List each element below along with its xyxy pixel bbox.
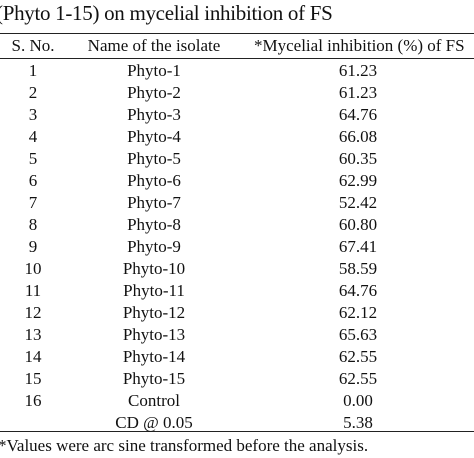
table-header-row: S. No. Name of the isolate *Mycelial inh… [0,34,474,58]
table-row: 13 Phyto-13 65.63 [0,324,474,346]
serial-number-cell: 3 [28,105,38,124]
table-row: 8 Phyto-8 60.80 [0,214,474,236]
serial-number-cell: 9 [28,237,38,256]
isolate-name-cell: Phyto-10 [122,259,186,278]
isolate-name-cell: Phyto-11 [123,281,185,300]
inhibition-value-cell: 67.41 [338,237,378,256]
table-row: 9 Phyto-9 67.41 [0,236,474,258]
inhibition-value-cell: 60.80 [338,215,378,234]
inhibition-value-cell: 62.55 [338,369,378,388]
table-top-rule [0,33,474,34]
inhibition-value-cell: 61.23 [338,61,378,80]
inhibition-value-cell: 62.99 [338,171,378,190]
isolate-name-cell: Phyto-8 [127,215,181,234]
serial-number-cell: 10 [24,259,42,278]
table-row: 6 Phyto-6 62.99 [0,170,474,192]
table-caption: (Phyto 1-15) on mycelial inhibition of F… [0,1,333,25]
table-footnote: *Values were arc sine transformed before… [0,436,369,455]
mycelial-inhibition-table: S. No. Name of the isolate *Mycelial inh… [0,34,474,434]
inhibition-value-cell: 62.55 [338,347,378,366]
isolate-name-cell: Phyto-6 [127,171,181,190]
inhibition-value-cell: 58.59 [338,259,378,278]
isolate-name-cell: Phyto-14 [122,347,186,366]
table-row: 14 Phyto-14 62.55 [0,346,474,368]
serial-number-cell: 7 [28,193,38,212]
serial-number-cell: 15 [24,369,42,388]
isolate-name-cell: Phyto-9 [127,237,181,256]
isolate-name-cell: CD @ 0.05 [115,413,193,432]
isolate-name-cell: Phyto-3 [127,105,181,124]
inhibition-value-cell: 66.08 [338,127,378,146]
table-row: CD @ 0.05 5.38 [0,412,474,434]
serial-number-cell: 14 [24,347,42,366]
isolate-name-cell: Phyto-7 [127,193,181,212]
inhibition-value-cell: 64.76 [338,281,378,300]
table-row: 2 Phyto-2 61.23 [0,82,474,104]
isolate-name-cell: Phyto-12 [122,303,186,322]
table-row: 10 Phyto-10 58.59 [0,258,474,280]
serial-number-cell: 12 [24,303,42,322]
serial-number-cell: 11 [24,281,42,300]
serial-number-cell: 1 [28,61,38,80]
table-row: 12 Phyto-12 62.12 [0,302,474,324]
serial-number-cell: 5 [28,149,38,168]
inhibition-value-cell: 60.35 [338,149,378,168]
table-row: 1 Phyto-1 61.23 [0,58,474,82]
table-header-rule [0,58,474,59]
inhibition-value-cell: 64.76 [338,105,378,124]
header-serial-number: S. No. [11,36,55,55]
inhibition-value-cell: 61.23 [338,83,378,102]
header-mycelial-inhibition: *Mycelial inhibition (%) of FS [254,36,465,55]
table-row: 5 Phyto-5 60.35 [0,148,474,170]
isolate-name-cell: Phyto-13 [122,325,186,344]
inhibition-value-cell: 52.42 [338,193,378,212]
isolate-name-cell: Phyto-4 [127,127,181,146]
table-row: 16 Control 0.00 [0,390,474,412]
serial-number-cell: 4 [28,127,38,146]
serial-number-cell [0,412,66,434]
serial-number-cell: 2 [28,83,38,102]
header-isolate-name: Name of the isolate [87,36,221,55]
inhibition-value-cell: 0.00 [343,391,373,410]
table-row: 7 Phyto-7 52.42 [0,192,474,214]
inhibition-value-cell: 62.12 [338,303,378,322]
inhibition-value-cell: 65.63 [338,325,378,344]
serial-number-cell: 13 [24,325,42,344]
table-row: 11 Phyto-11 64.76 [0,280,474,302]
isolate-name-cell: Phyto-1 [127,61,181,80]
isolate-name-cell: Phyto-2 [127,83,181,102]
inhibition-value-cell: 5.38 [343,413,373,432]
table-row: 3 Phyto-3 64.76 [0,104,474,126]
table-row: 4 Phyto-4 66.08 [0,126,474,148]
table-row: 15 Phyto-15 62.55 [0,368,474,390]
serial-number-cell: 16 [24,391,42,410]
table-bottom-rule [0,431,474,432]
isolate-name-cell: Phyto-15 [122,369,186,388]
serial-number-cell: 8 [28,215,38,234]
table-body: 1 Phyto-1 61.23 2 Phyto-2 61.23 3 Phyto-3 64.76 4… [0,58,474,434]
isolate-name-cell: Control [128,391,180,410]
isolate-name-cell: Phyto-5 [127,149,181,168]
serial-number-cell: 6 [28,171,38,190]
